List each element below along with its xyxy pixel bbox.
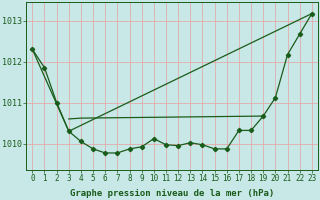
X-axis label: Graphe pression niveau de la mer (hPa): Graphe pression niveau de la mer (hPa)	[70, 189, 274, 198]
